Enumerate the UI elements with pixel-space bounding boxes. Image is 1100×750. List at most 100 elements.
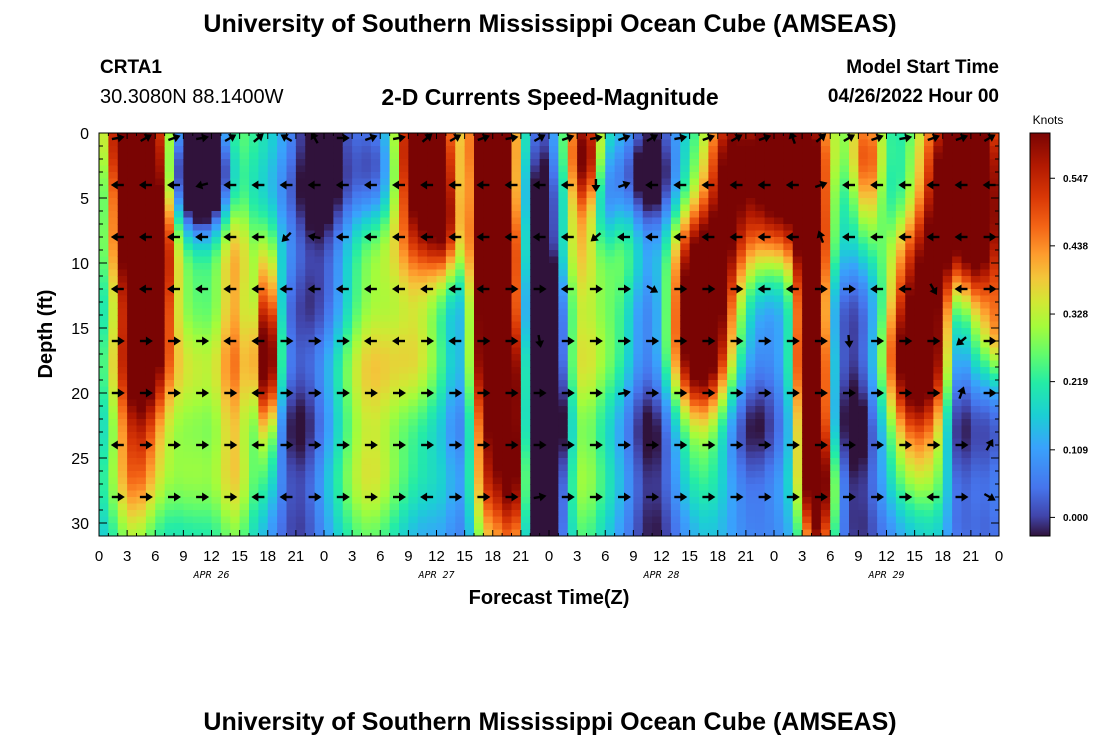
heat-cell <box>745 321 756 329</box>
heat-cell <box>389 503 400 511</box>
heat-cell <box>258 243 269 251</box>
heat-cell <box>249 302 259 310</box>
heat-cell <box>445 243 456 251</box>
heat-cell <box>839 412 850 420</box>
heat-cell <box>220 139 231 147</box>
heat-cell <box>792 529 803 536</box>
heat-cell <box>427 315 438 323</box>
heat-cell <box>249 230 259 238</box>
heat-cell <box>99 204 109 212</box>
heat-cell <box>436 269 447 277</box>
heat-cell <box>380 295 391 303</box>
heat-cell <box>530 165 541 173</box>
heat-cell <box>605 445 616 453</box>
heat-cell <box>277 146 288 154</box>
heat-cell <box>108 172 119 180</box>
heat-cell <box>802 243 813 251</box>
heat-cell <box>417 321 428 329</box>
heat-cell <box>699 146 709 154</box>
heat-cell <box>595 256 606 264</box>
heat-cell <box>145 263 156 271</box>
heat-cell <box>530 529 541 536</box>
heat-cell <box>361 146 372 154</box>
heat-cell <box>755 256 766 264</box>
heat-cell <box>220 334 231 342</box>
heat-cell <box>220 380 231 388</box>
heat-cell <box>736 237 747 245</box>
heat-cell <box>399 146 409 154</box>
heat-cell <box>258 282 269 290</box>
heat-cell <box>136 302 147 310</box>
heat-cell <box>117 295 128 303</box>
heat-cell <box>352 269 363 277</box>
heat-cell <box>136 243 147 251</box>
heat-cell <box>755 341 766 349</box>
heat-cell <box>830 334 841 342</box>
heat-cell <box>277 198 288 206</box>
heat-cell <box>436 393 447 401</box>
heat-cell <box>145 367 156 375</box>
heat-cell <box>830 406 841 414</box>
heat-cell <box>577 198 588 206</box>
heat-cell <box>117 146 128 154</box>
heat-cell <box>492 386 503 394</box>
heat-cell <box>839 386 850 394</box>
heat-cell <box>249 308 259 316</box>
heat-cell <box>811 347 822 355</box>
heat-cell <box>577 484 588 492</box>
heat-cell <box>755 243 766 251</box>
heat-cell <box>642 341 653 349</box>
heat-cell <box>633 393 644 401</box>
heat-cell <box>127 178 138 186</box>
heat-cell <box>745 425 756 433</box>
heat-cell <box>530 412 541 420</box>
heat-cell <box>520 464 531 472</box>
heat-cell <box>717 503 728 511</box>
heat-cell <box>764 321 775 329</box>
heat-cell <box>314 198 325 206</box>
heat-cell <box>717 315 728 323</box>
heat-cell <box>314 477 325 485</box>
heat-cell <box>502 269 513 277</box>
heat-cell <box>689 412 700 420</box>
heat-cell <box>605 211 616 219</box>
heat-cell <box>783 133 794 141</box>
heat-cell <box>717 243 728 251</box>
heat-cell <box>699 250 709 258</box>
heat-cell <box>164 373 175 381</box>
heat-cell <box>624 451 634 459</box>
heat-cell <box>820 523 831 531</box>
heat-cell <box>661 445 672 453</box>
heat-cell <box>136 276 147 284</box>
heat-cell <box>511 354 522 362</box>
heat-cell <box>333 451 344 459</box>
heat-cell <box>333 178 344 186</box>
heat-cell <box>633 354 644 362</box>
heat-cell <box>520 263 531 271</box>
heat-cell <box>99 282 109 290</box>
heat-cell <box>670 302 681 310</box>
heat-cell <box>361 445 372 453</box>
heat-cell <box>708 503 719 511</box>
heat-cell <box>708 347 719 355</box>
heat-cell <box>324 477 334 485</box>
heat-cell <box>445 477 456 485</box>
heat-cell <box>117 432 128 440</box>
heat-cell <box>530 523 541 531</box>
heat-cell <box>474 354 484 362</box>
heat-cell <box>277 406 288 414</box>
heat-cell <box>380 341 391 349</box>
heat-cell <box>464 425 475 433</box>
heat-cell <box>286 133 297 141</box>
heat-cell <box>99 289 109 297</box>
heat-cell <box>586 458 597 466</box>
heat-cell <box>408 503 419 511</box>
heat-cell <box>474 412 484 420</box>
heat-cell <box>549 139 559 147</box>
heat-cell <box>108 204 119 212</box>
heat-cell <box>839 529 850 536</box>
heat-cell <box>586 373 597 381</box>
heat-cell <box>164 341 175 349</box>
heat-cell <box>183 529 194 536</box>
heat-cell <box>389 276 400 284</box>
